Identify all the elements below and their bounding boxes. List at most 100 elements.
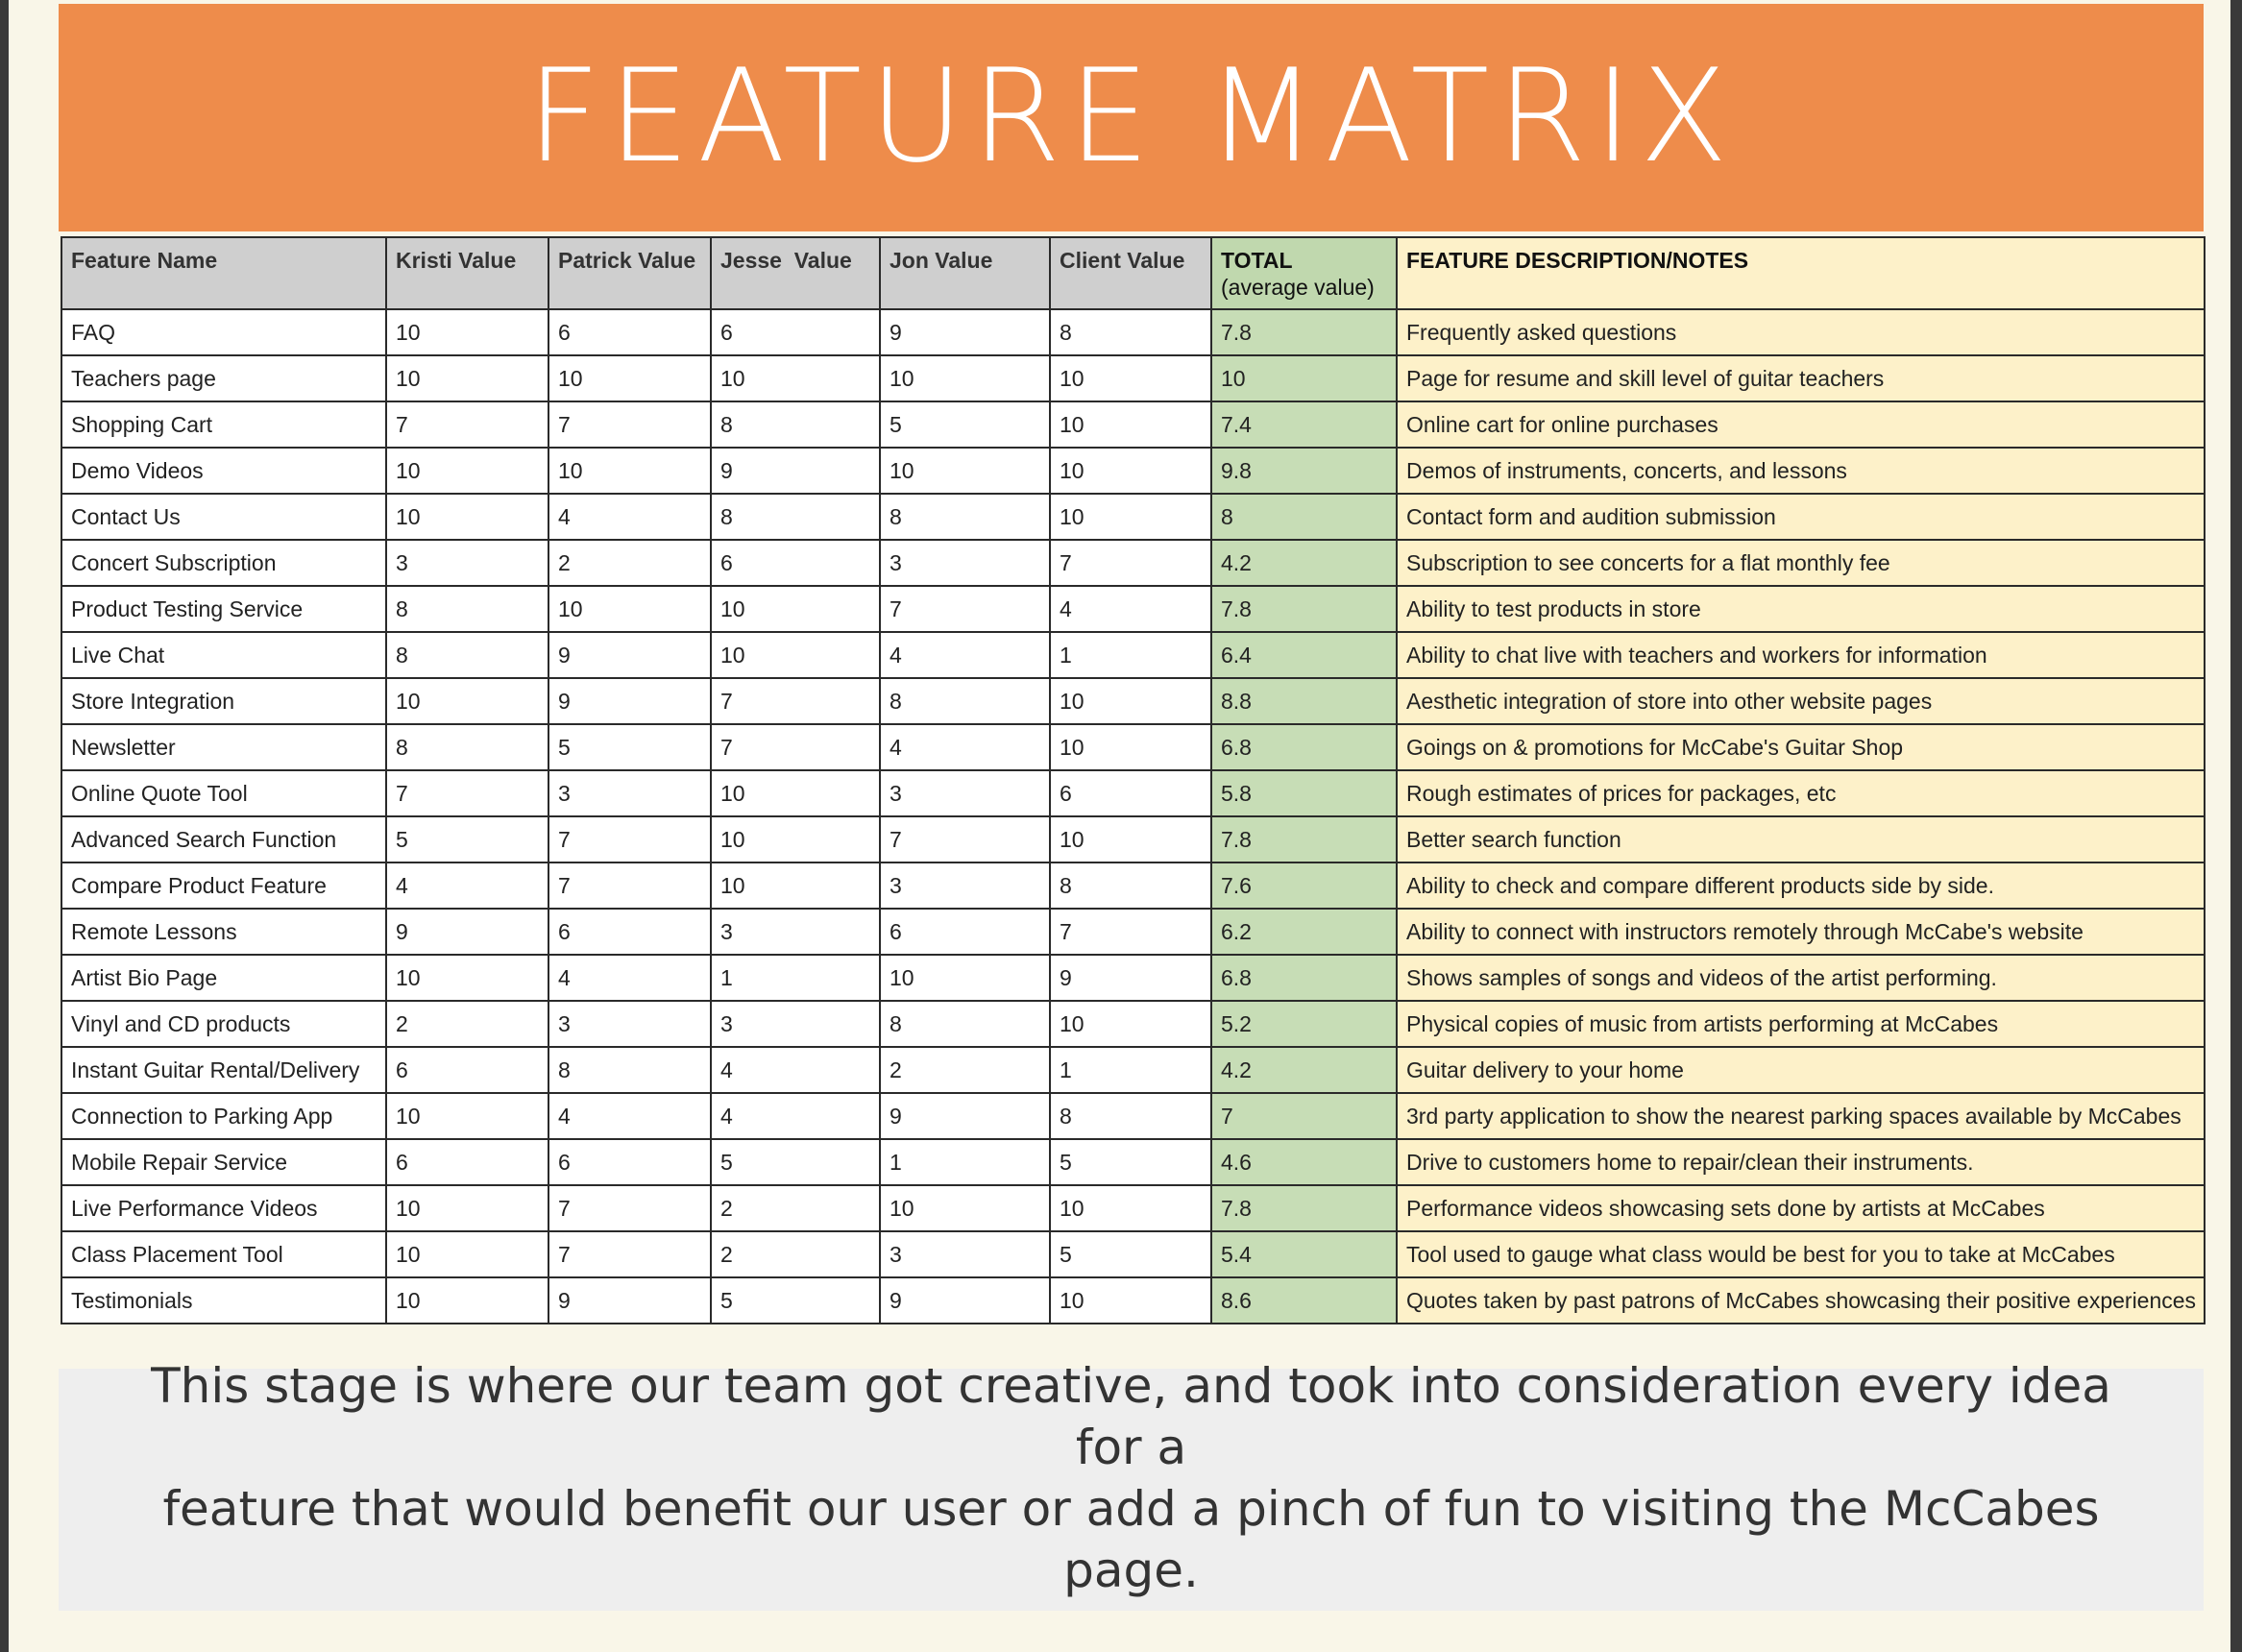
header-total-subtitle: (average value) — [1221, 274, 1375, 300]
cell-desc: Rough estimates of prices for packages, … — [1396, 769, 2205, 817]
cell-kristi: 4 — [385, 862, 549, 910]
cell-kristi: 9 — [385, 908, 549, 956]
cell-feature: Testimonials — [61, 1276, 387, 1324]
cell-patrick: 9 — [548, 677, 712, 725]
table-row: Vinyl and CD products 2 3 3 8 10 5.2 Physical c… — [61, 1000, 2205, 1048]
cell-client: 4 — [1049, 585, 1212, 633]
cell-total: 5.8 — [1210, 769, 1398, 817]
feature-matrix-table: Feature Name Kristi Value Patrick Value … — [61, 236, 2205, 1324]
table-row: Connection to Parking App 10 4 4 9 8 7 3rd part… — [61, 1092, 2205, 1140]
cell-total: 7.8 — [1210, 308, 1398, 356]
cell-jon: 6 — [879, 908, 1051, 956]
cell-kristi: 8 — [385, 631, 549, 679]
cell-client: 6 — [1049, 769, 1212, 817]
cell-jon: 2 — [879, 1046, 1051, 1094]
cell-jesse: 4 — [710, 1046, 881, 1094]
cell-total: 7.8 — [1210, 1184, 1398, 1232]
table-row: Live Chat 8 9 10 4 1 6.4 Ability to chat live w… — [61, 631, 2205, 679]
cell-jon: 10 — [879, 354, 1051, 402]
cell-kristi: 8 — [385, 723, 549, 771]
cell-jesse: 10 — [710, 354, 881, 402]
cell-client: 10 — [1049, 493, 1212, 541]
cell-patrick: 3 — [548, 769, 712, 817]
cell-desc: Demos of instruments, concerts, and less… — [1396, 447, 2205, 495]
table-row: Compare Product Feature 4 7 10 3 8 7.6 Ability … — [61, 862, 2205, 910]
header-client-value: Client Value — [1049, 236, 1212, 310]
cell-feature: Online Quote Tool — [61, 769, 387, 817]
cell-feature: Newsletter — [61, 723, 387, 771]
cell-jesse: 3 — [710, 908, 881, 956]
cell-feature: Advanced Search Function — [61, 815, 387, 863]
cell-total: 6.8 — [1210, 723, 1398, 771]
cell-feature: Connection to Parking App — [61, 1092, 387, 1140]
cell-total: 8 — [1210, 493, 1398, 541]
cell-patrick: 9 — [548, 1276, 712, 1324]
cell-patrick: 10 — [548, 354, 712, 402]
cell-client: 8 — [1049, 862, 1212, 910]
cell-client: 10 — [1049, 447, 1212, 495]
cell-client: 8 — [1049, 1092, 1212, 1140]
cell-desc: Subscription to see concerts for a flat … — [1396, 539, 2205, 587]
cell-jon: 7 — [879, 585, 1051, 633]
cell-feature: Live Chat — [61, 631, 387, 679]
cell-desc: Guitar delivery to your home — [1396, 1046, 2205, 1094]
cell-desc: Ability to chat live with teachers and w… — [1396, 631, 2205, 679]
cell-jon: 9 — [879, 1092, 1051, 1140]
table-row: Product Testing Service 8 10 10 7 4 7.8 Ability… — [61, 585, 2205, 633]
table-row: FAQ 10 6 6 9 8 7.8 Frequently asked questions — [61, 308, 2205, 356]
cell-kristi: 6 — [385, 1138, 549, 1186]
cell-client: 8 — [1049, 308, 1212, 356]
cell-feature: FAQ — [61, 308, 387, 356]
cell-patrick: 4 — [548, 493, 712, 541]
cell-kristi: 10 — [385, 1276, 549, 1324]
cell-jesse: 6 — [710, 539, 881, 587]
cell-jesse: 7 — [710, 677, 881, 725]
cell-desc: Drive to customers home to repair/clean … — [1396, 1138, 2205, 1186]
cell-jesse: 10 — [710, 631, 881, 679]
cell-client: 7 — [1049, 908, 1212, 956]
cell-feature: Store Integration — [61, 677, 387, 725]
cell-kristi: 5 — [385, 815, 549, 863]
cell-patrick: 2 — [548, 539, 712, 587]
cell-jesse: 5 — [710, 1276, 881, 1324]
cell-client: 10 — [1049, 723, 1212, 771]
cell-jon: 10 — [879, 447, 1051, 495]
table-row: Live Performance Videos 10 7 2 10 10 7.8 Perfor… — [61, 1184, 2205, 1232]
table-row: Testimonials 10 9 5 9 10 8.6 Quotes taken by pa… — [61, 1276, 2205, 1324]
cell-kristi: 10 — [385, 677, 549, 725]
cell-total: 4.2 — [1210, 539, 1398, 587]
table-row: Newsletter 8 5 7 4 10 6.8 Goings on & promotion… — [61, 723, 2205, 771]
cell-desc: Goings on & promotions for McCabe's Guit… — [1396, 723, 2205, 771]
window-edge-left — [0, 0, 9, 1652]
table-row: Contact Us 10 4 8 8 10 8 Contact form and audit… — [61, 493, 2205, 541]
table-row: Mobile Repair Service 6 6 5 1 5 4.6 Drive to cu… — [61, 1138, 2205, 1186]
cell-jesse: 10 — [710, 585, 881, 633]
cell-jesse: 2 — [710, 1230, 881, 1278]
cell-total: 7.4 — [1210, 401, 1398, 449]
table-row: Shopping Cart 7 7 8 5 10 7.4 Online cart for on… — [61, 401, 2205, 449]
cell-total: 7.6 — [1210, 862, 1398, 910]
cell-client: 10 — [1049, 1276, 1212, 1324]
table-row: Store Integration 10 9 7 8 10 8.8 Aesthetic int… — [61, 677, 2205, 725]
cell-patrick: 3 — [548, 1000, 712, 1048]
cell-total: 5.4 — [1210, 1230, 1398, 1278]
table-row: Remote Lessons 9 6 3 6 7 6.2 Ability to connect… — [61, 908, 2205, 956]
header-feature-name: Feature Name — [61, 236, 387, 310]
cell-jon: 1 — [879, 1138, 1051, 1186]
cell-feature: Teachers page — [61, 354, 387, 402]
cell-total: 6.8 — [1210, 954, 1398, 1002]
cell-feature: Vinyl and CD products — [61, 1000, 387, 1048]
cell-jon: 9 — [879, 308, 1051, 356]
cell-kristi: 10 — [385, 954, 549, 1002]
cell-total: 6.2 — [1210, 908, 1398, 956]
summary-note: This stage is where our team got creativ… — [59, 1358, 2204, 1611]
cell-jon: 7 — [879, 815, 1051, 863]
cell-patrick: 6 — [548, 908, 712, 956]
header-total-label: TOTAL — [1221, 248, 1293, 273]
header-jon-value: Jon Value — [879, 236, 1051, 310]
title-banner: FEATURE MATRIX — [59, 4, 2204, 231]
cell-total: 8.6 — [1210, 1276, 1398, 1324]
cell-desc: Shows samples of songs and videos of the… — [1396, 954, 2205, 1002]
cell-jon: 5 — [879, 401, 1051, 449]
cell-feature: Demo Videos — [61, 447, 387, 495]
